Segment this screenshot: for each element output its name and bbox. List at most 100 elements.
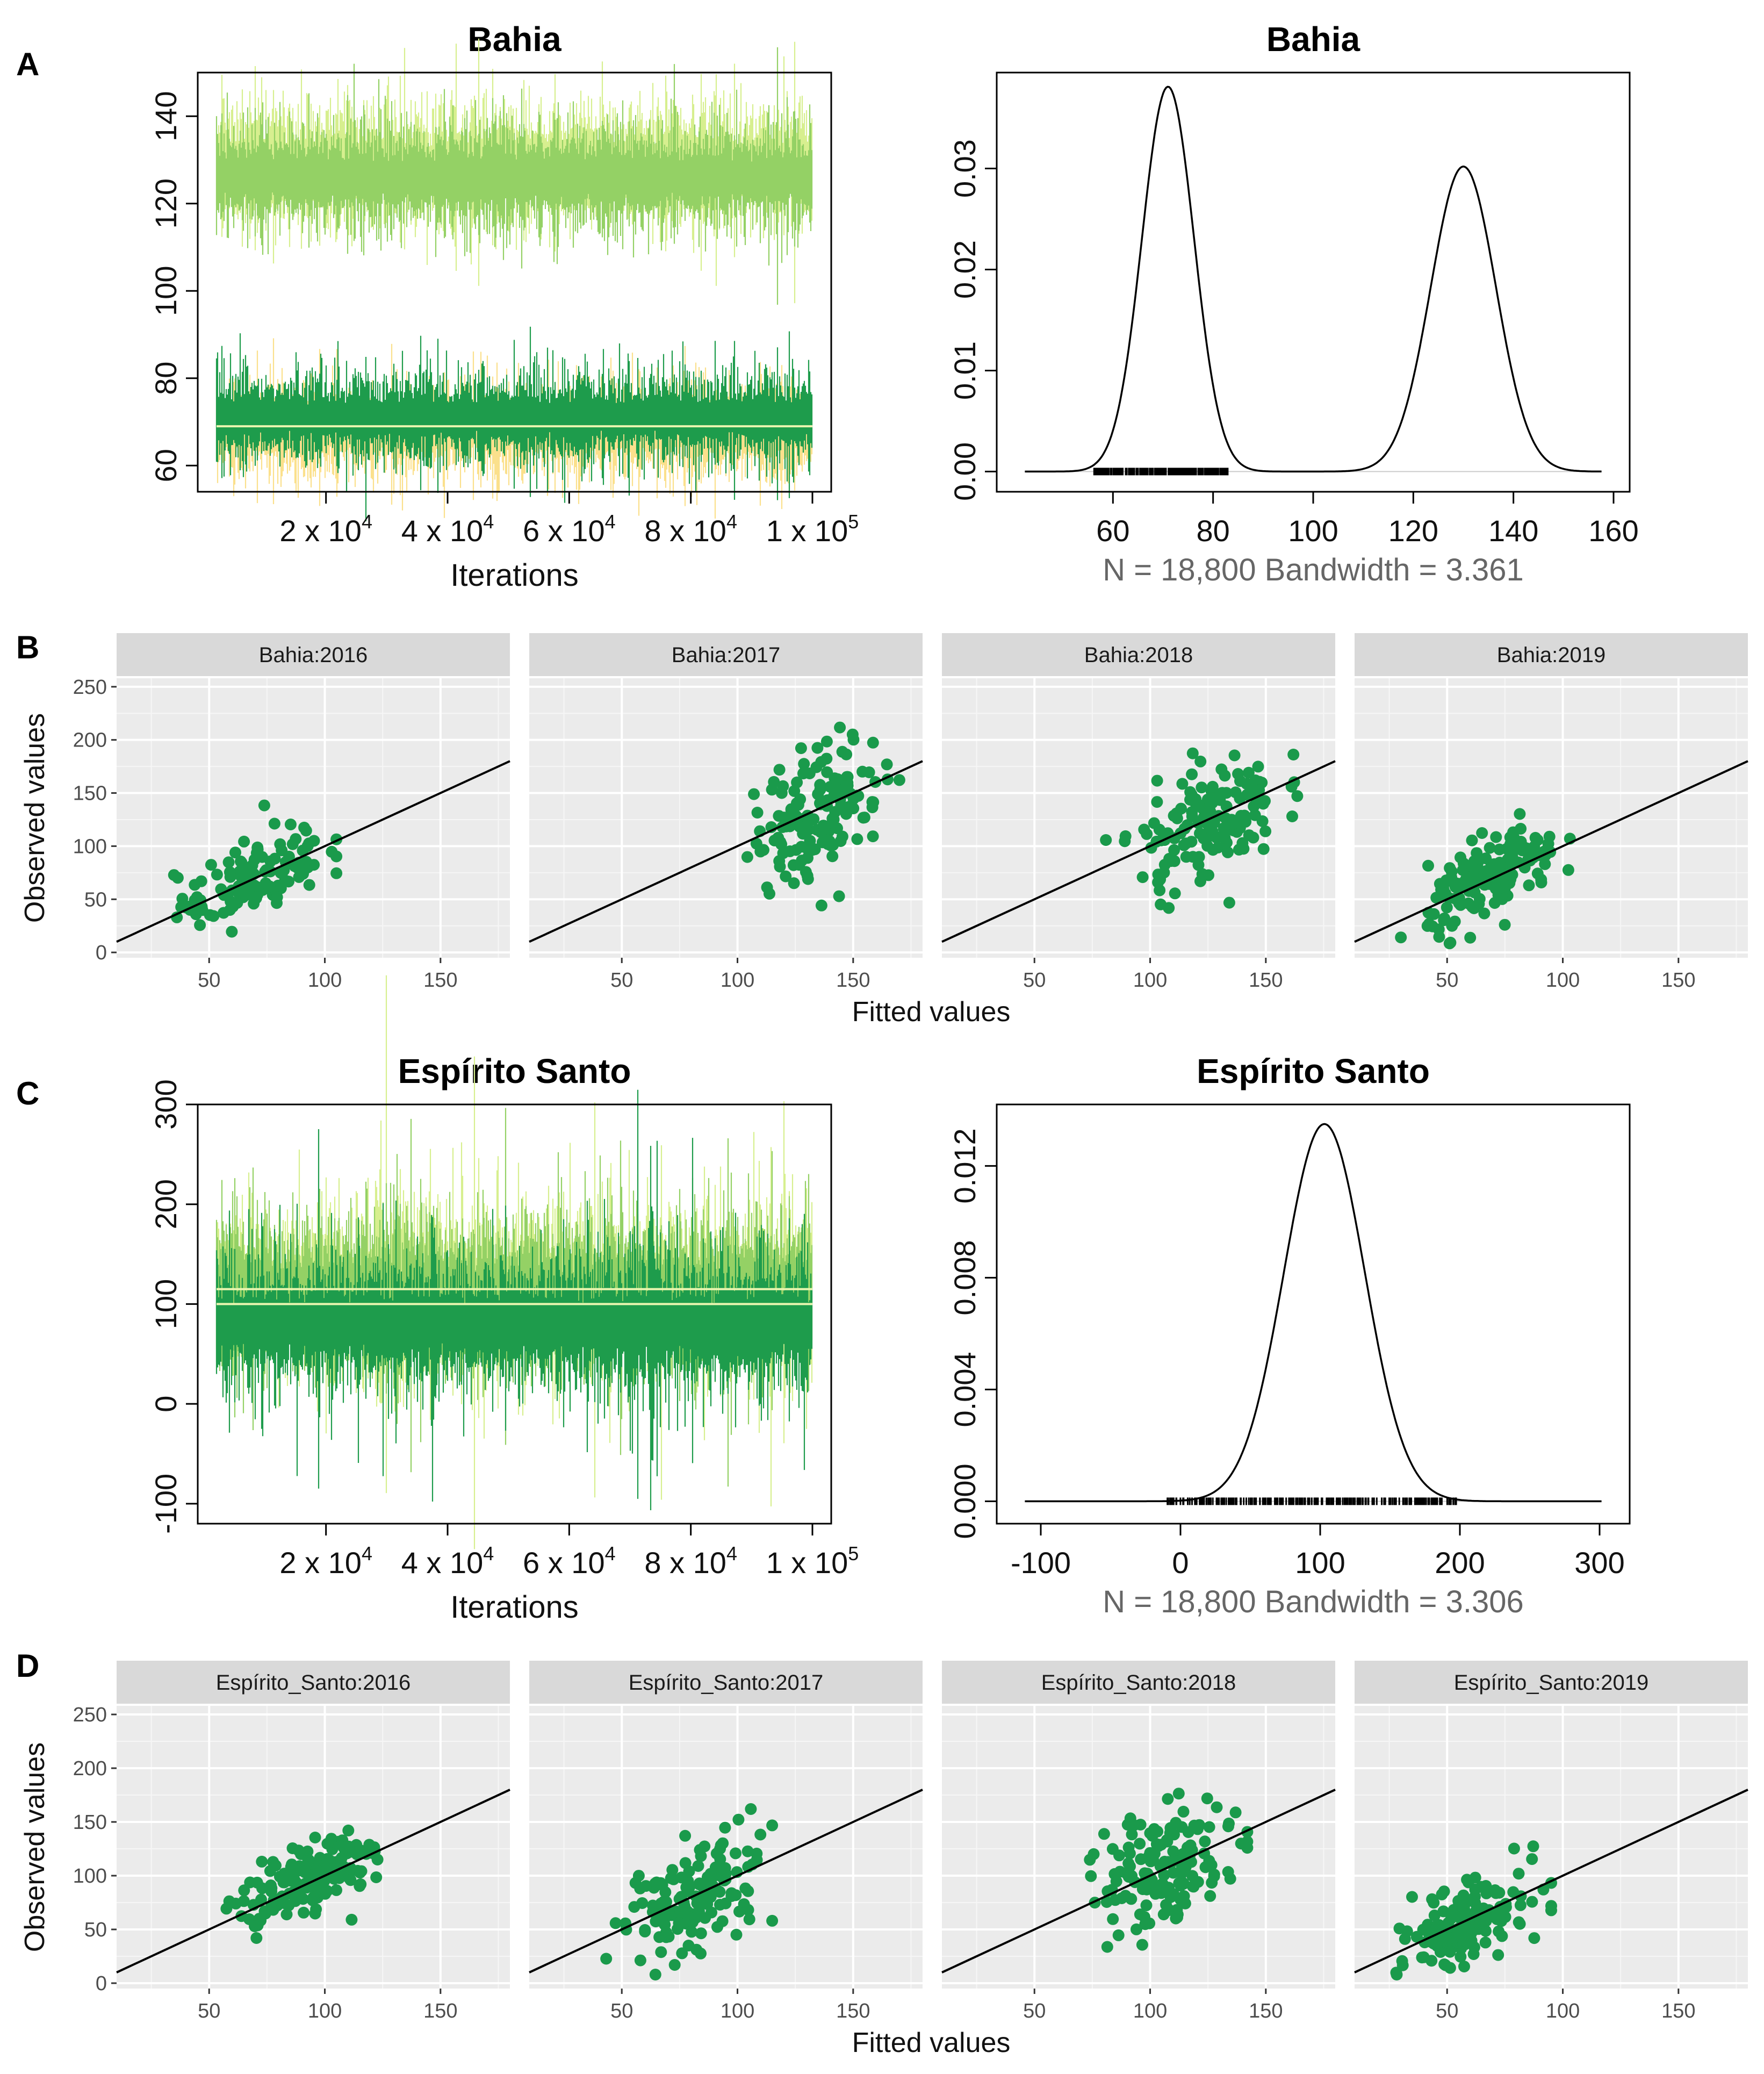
data-point <box>1138 823 1150 836</box>
x-tick-label: 6 x 104 <box>523 511 616 548</box>
x-tick-label: -100 <box>1011 1546 1071 1580</box>
data-point <box>1259 825 1272 837</box>
data-point <box>298 865 310 877</box>
data-point <box>676 1947 688 1960</box>
y-tick-label: 60 <box>149 449 183 482</box>
data-point <box>682 1911 694 1923</box>
data-point <box>867 830 879 843</box>
data-point <box>1433 931 1445 943</box>
data-point <box>717 1837 729 1849</box>
data-point <box>195 875 207 887</box>
data-point <box>1443 937 1456 950</box>
data-point <box>788 877 800 889</box>
plot-frame <box>996 71 1631 493</box>
data-point <box>1529 831 1542 844</box>
facet-panel: Bahia:2018 50 100 150 <box>941 633 1336 992</box>
data-point <box>1464 931 1477 944</box>
data-point <box>1199 1835 1211 1848</box>
data-point <box>1245 779 1258 791</box>
data-point <box>1516 839 1528 852</box>
chart-title: Bahia <box>467 20 561 59</box>
data-point <box>777 812 790 824</box>
data-point <box>1172 1788 1185 1800</box>
facet-panel: Espírito_Santo:2019 50 100 150 <box>1354 1661 1748 2022</box>
data-point <box>1110 1875 1122 1888</box>
x-tick-label: 300 <box>1574 1546 1624 1580</box>
data-point <box>754 845 767 858</box>
y-tick-label: 250 <box>73 1704 107 1726</box>
data-point <box>634 1954 646 1967</box>
x-tick-label: 8 x 104 <box>644 511 737 548</box>
data-point <box>1134 1838 1146 1850</box>
data-point <box>1286 810 1298 822</box>
y-tick-label: 100 <box>149 1279 183 1329</box>
data-point <box>234 865 246 878</box>
data-point <box>1163 1882 1175 1894</box>
y-tick-label: 140 <box>149 91 183 141</box>
data-point <box>651 1913 663 1926</box>
y-tick-label: 0.03 <box>948 139 982 198</box>
facet-strip <box>942 633 1335 676</box>
data-point <box>1178 1890 1190 1902</box>
data-point <box>268 817 280 830</box>
x-tick-label: 50 <box>1436 2000 1458 2022</box>
data-point <box>1527 1840 1539 1853</box>
facet-strip-label: Espírito_Santo:2018 <box>1041 1671 1236 1695</box>
panel-label-d: D <box>16 1648 39 1684</box>
x-tick-label: 50 <box>610 2000 633 2022</box>
facet-strip <box>1355 633 1748 676</box>
data-point <box>856 765 869 778</box>
data-point <box>1112 1929 1125 1941</box>
data-point <box>811 742 824 754</box>
data-point <box>211 869 223 881</box>
data-point <box>748 788 760 800</box>
data-point <box>1163 902 1175 914</box>
data-point <box>815 899 827 912</box>
x-tick-label: 100 <box>721 969 754 992</box>
data-point <box>784 845 796 857</box>
data-point <box>1235 809 1247 822</box>
facet-panel: Bahia:2016 50 100 150 0 50 100 150 200 250 <box>73 633 510 992</box>
x-tick-label: 100 <box>1133 2000 1167 2022</box>
facet-strip-label: Bahia:2019 <box>1497 643 1605 667</box>
x-tick-label: 50 <box>198 969 220 992</box>
data-point <box>1452 1895 1465 1907</box>
data-point <box>1223 1817 1235 1829</box>
data-point <box>795 841 808 853</box>
density-curve <box>1025 85 1602 473</box>
x-tick-label: 0 <box>1172 1546 1189 1580</box>
data-point <box>649 1969 661 1980</box>
data-point <box>866 801 879 814</box>
x-tick-label: 150 <box>1249 2000 1283 2022</box>
data-point <box>1162 1793 1174 1805</box>
data-point <box>840 808 852 820</box>
y-tick-label: 0.02 <box>948 240 982 299</box>
data-point <box>1140 1899 1153 1912</box>
data-point <box>1455 851 1466 864</box>
data-point <box>319 1888 332 1900</box>
data-point <box>1437 1905 1450 1918</box>
data-point <box>1492 1949 1504 1961</box>
data-point <box>1390 1967 1402 1979</box>
data-point <box>1528 1932 1540 1944</box>
facet-strip <box>117 633 510 676</box>
x-tick-label: 1 x 105 <box>766 511 859 548</box>
data-point <box>1507 1886 1520 1898</box>
data-point <box>1229 1806 1242 1819</box>
data-point <box>639 1925 651 1937</box>
data-point <box>1100 834 1112 846</box>
data-point <box>665 1872 677 1884</box>
data-point <box>1475 1881 1487 1893</box>
data-point <box>280 1908 293 1921</box>
data-point <box>231 896 243 909</box>
data-point <box>298 1906 310 1919</box>
data-point <box>1169 887 1181 900</box>
data-point <box>307 1891 320 1904</box>
data-point <box>751 1847 763 1860</box>
data-point <box>1466 834 1478 846</box>
reference-line <box>941 1789 1336 1973</box>
data-point <box>1453 897 1465 909</box>
panel-label-b: B <box>16 629 39 665</box>
data-point <box>1460 873 1472 885</box>
data-point <box>1243 829 1255 842</box>
